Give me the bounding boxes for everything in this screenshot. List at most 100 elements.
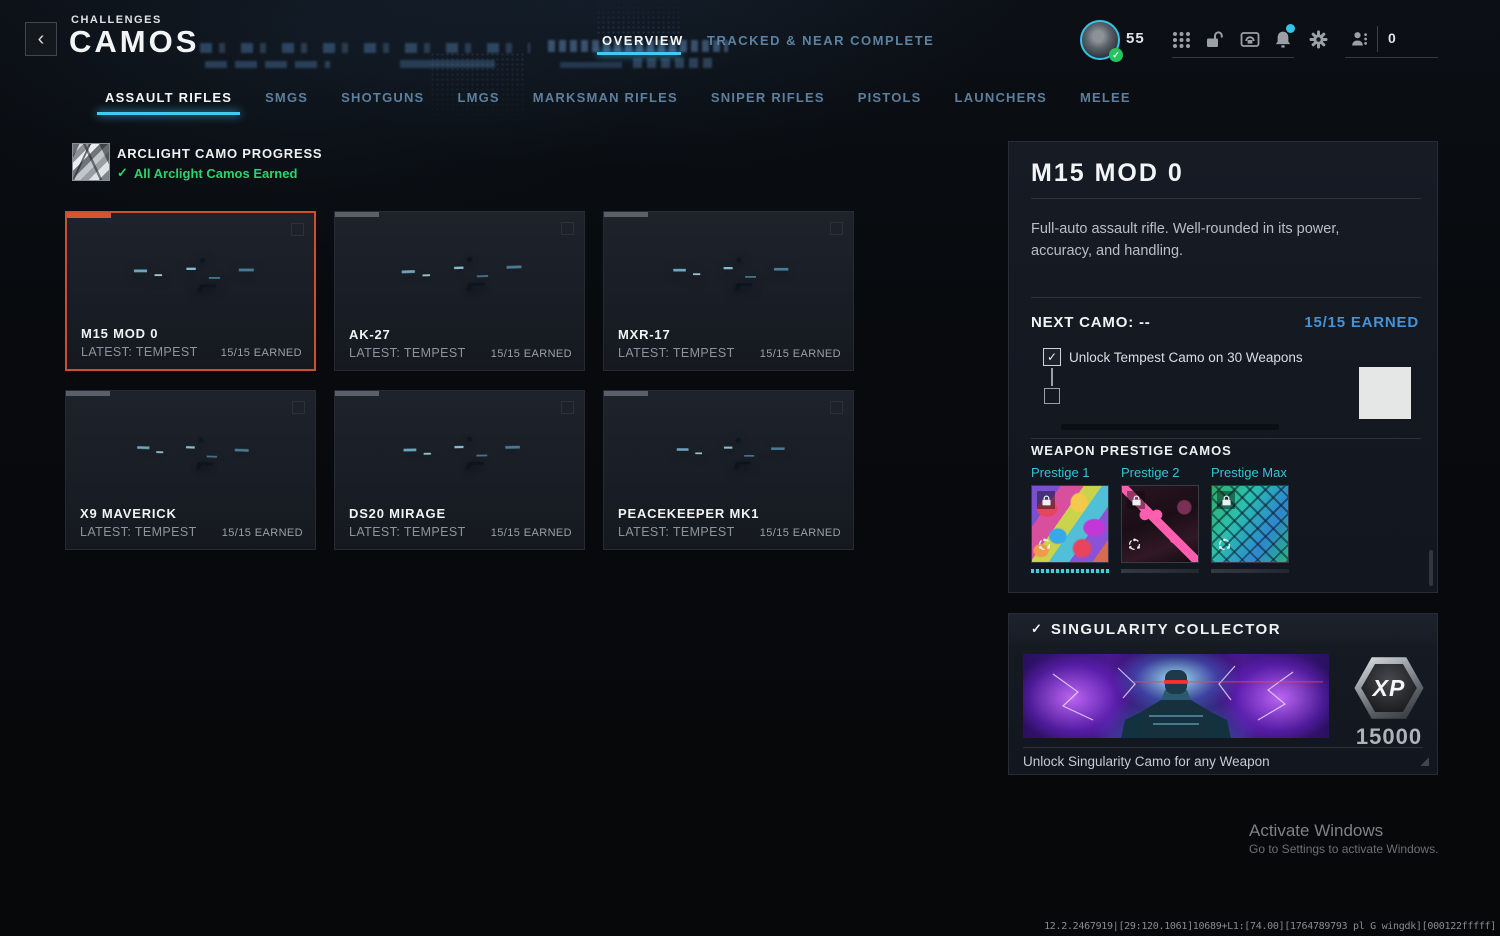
header-underline xyxy=(1172,57,1294,58)
weapon-image xyxy=(360,420,561,489)
step-connector xyxy=(1051,368,1053,386)
weapon-card-mxr-17[interactable]: MXR-17 LATEST: TEMPEST 15/15 EARNED xyxy=(603,211,854,371)
weapon-name: DS20 MIRAGE xyxy=(349,506,446,521)
decor-glitch xyxy=(400,60,495,68)
weapon-image xyxy=(356,238,564,313)
singularity-description: Unlock Singularity Camo for any Weapon xyxy=(1023,754,1270,769)
decor-glitch xyxy=(633,58,715,68)
earned-count: 15/15 EARNED xyxy=(759,348,841,360)
latest-camo-label: LATEST: TEMPEST xyxy=(81,345,198,359)
singularity-banner-art xyxy=(1023,654,1329,738)
xp-value: 15000 xyxy=(1355,724,1423,749)
emblem-icon xyxy=(1127,537,1142,557)
activate-windows-watermark: Activate Windows xyxy=(1249,821,1384,840)
check-icon: ✓ xyxy=(117,165,128,180)
card-corner-tab xyxy=(67,213,111,218)
singularity-collector-panel[interactable]: ✓ SINGULARITY COLLECTOR xyxy=(1008,613,1438,775)
breadcrumb: CHALLENGES xyxy=(71,14,162,26)
xp-label: XP xyxy=(1372,674,1406,701)
tab-smgs[interactable]: SMGS xyxy=(265,90,309,105)
back-chevron-icon: ‹ xyxy=(37,27,45,50)
earned-count: 15/15 EARNED xyxy=(220,347,302,359)
build-version-string: 12.2.2467919|[29:120.1061]10689+L1:[74.0… xyxy=(1044,921,1496,932)
social-friends-icon[interactable] xyxy=(1349,28,1371,50)
detail-weapon-title: M15 MOD 0 xyxy=(1031,159,1184,187)
weapon-card-ds20-mirage[interactable]: DS20 MIRAGE LATEST: TEMPEST 15/15 EARNED xyxy=(334,390,585,550)
weapon-name: MXR-17 xyxy=(618,327,671,342)
xp-badge: XP xyxy=(1354,657,1424,719)
tab-tracked-near-complete[interactable]: TRACKED & NEAR COMPLETE xyxy=(707,33,935,48)
prestige-2-item: Prestige 2 xyxy=(1121,465,1201,573)
divider xyxy=(1023,747,1423,748)
tab-lmgs[interactable]: LMGS xyxy=(457,90,500,105)
player-level: 55 xyxy=(1126,30,1145,47)
decor-glitch xyxy=(560,62,622,68)
weapon-image xyxy=(636,424,821,485)
divider xyxy=(1031,198,1421,199)
weapon-card-m15-mod-0[interactable]: M15 MOD 0 LATEST: TEMPEST 15/15 EARNED xyxy=(65,211,316,371)
latest-camo-label: LATEST: TEMPEST xyxy=(349,525,466,539)
tab-sniper-rifles[interactable]: SNIPER RIFLES xyxy=(710,90,825,105)
prestige-label: Prestige Max xyxy=(1211,465,1287,480)
weapon-name: AK-27 xyxy=(349,327,391,342)
challenge-checkbox-checked[interactable]: ✓ xyxy=(1043,348,1061,366)
back-button[interactable]: ‹ xyxy=(25,22,57,56)
earned-count-detail: 15/15 EARNED xyxy=(1304,314,1419,331)
tab-melee[interactable]: MELEE xyxy=(1079,90,1131,105)
lock-icon xyxy=(1127,491,1145,509)
card-corner-tab xyxy=(604,391,648,396)
weapon-card-ak-27[interactable]: AK-27 LATEST: TEMPEST 15/15 EARNED xyxy=(334,211,585,371)
singularity-title: SINGULARITY COLLECTOR xyxy=(1050,620,1282,638)
challenge-checkbox-empty[interactable] xyxy=(1044,388,1060,404)
resize-corner-icon xyxy=(1421,756,1429,766)
card-corner-tab xyxy=(335,212,379,217)
tab-launchers[interactable]: LAUNCHERS xyxy=(954,90,1047,105)
prestige-max-camo[interactable] xyxy=(1211,485,1289,563)
decor-glitch xyxy=(200,43,530,53)
bookmark-icon xyxy=(291,223,304,236)
tab-pistols[interactable]: PISTOLS xyxy=(857,90,922,105)
challenge-step-tree: ✓ xyxy=(1043,348,1061,404)
weapon-description: Full-auto assault rifle. Well-rounded in… xyxy=(1031,221,1340,260)
emblem-icon xyxy=(1217,537,1232,557)
prestige-progress-bar xyxy=(1211,569,1289,573)
tab-overview[interactable]: OVERVIEW xyxy=(602,33,684,48)
notifications-bell-icon[interactable] xyxy=(1272,24,1295,50)
unlock-icon[interactable] xyxy=(1204,28,1226,50)
tab-shotguns[interactable]: SHOTGUNS xyxy=(341,90,425,105)
decor-dot-grid xyxy=(596,0,682,34)
bookmark-icon xyxy=(561,401,574,414)
weapon-card-peacekeeper-mk1[interactable]: PEACEKEEPER MK1 LATEST: TEMPEST 15/15 EA… xyxy=(603,390,854,550)
weapon-card-x9-maverick[interactable]: X9 MAVERICK LATEST: TEMPEST 15/15 EARNED xyxy=(65,390,316,550)
scrollbar-thumb[interactable] xyxy=(1429,550,1433,586)
decor-dot-grid xyxy=(430,52,525,127)
settings-gear-icon[interactable] xyxy=(1307,28,1329,50)
bookmark-icon xyxy=(292,401,305,414)
notification-dot xyxy=(1286,24,1295,33)
tab-assault-rifles[interactable]: ASSAULT RIFLES xyxy=(96,90,241,119)
prestige-section-title: WEAPON PRESTIGE CAMOS xyxy=(1031,443,1232,458)
camo-preview-swatch[interactable] xyxy=(1359,367,1411,419)
tab-marksman-rifles[interactable]: MARKSMAN RIFLES xyxy=(532,90,678,105)
weapon-image xyxy=(94,420,288,490)
apps-grid-icon[interactable] xyxy=(1170,28,1192,50)
header-underline xyxy=(1345,57,1438,58)
check-icon: ✓ xyxy=(1031,621,1042,636)
arclight-progress-status: ✓ All Arclight Camos Earned xyxy=(117,165,298,181)
card-corner-tab xyxy=(604,212,648,217)
earned-count: 15/15 EARNED xyxy=(490,527,572,539)
card-corner-tab xyxy=(66,391,110,396)
prestige-1-camo[interactable] xyxy=(1031,485,1109,563)
prestige-max-item: Prestige Max xyxy=(1211,465,1291,573)
latest-camo-label: LATEST: TEMPEST xyxy=(80,525,197,539)
weapon-image xyxy=(630,243,828,308)
weapon-category-tabs: ASSAULT RIFLES SMGS SHOTGUNS LMGS MARKSM… xyxy=(96,90,1131,119)
prestige-2-camo[interactable] xyxy=(1121,485,1199,563)
prestige-1-item: Prestige 1 xyxy=(1031,465,1111,573)
bookmark-icon xyxy=(561,222,574,235)
player-avatar[interactable]: ✓ xyxy=(1080,20,1123,62)
page-title: CAMOS xyxy=(69,24,200,59)
singularity-header: ✓ SINGULARITY COLLECTOR xyxy=(1009,614,1437,644)
vault-icon[interactable] xyxy=(1239,28,1261,50)
